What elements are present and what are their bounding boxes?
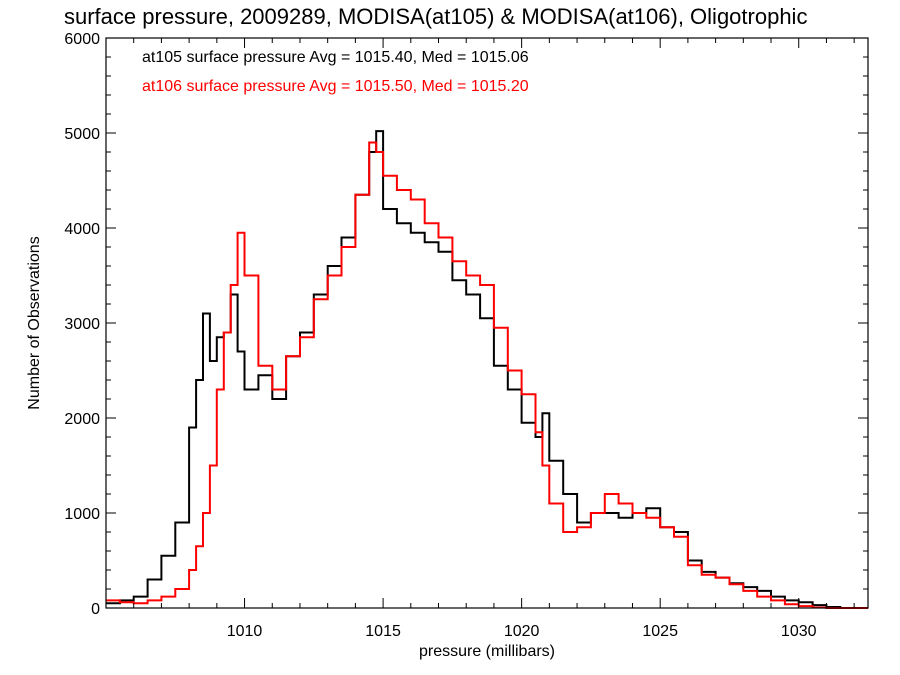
annotation-at106: at106 surface pressure Avg = 1015.50, Me…: [142, 78, 529, 95]
series-line-at106: [106, 141, 868, 609]
y-tick-label: 5000: [64, 126, 100, 143]
x-axis-label: pressure (millibars): [419, 643, 555, 660]
plot-frame: [105, 37, 869, 609]
series-layer: [106, 130, 868, 609]
y-tick-label: 4000: [64, 221, 100, 238]
x-tick-label: 1025: [642, 623, 678, 640]
x-tick-label: 1015: [365, 623, 401, 640]
series-line-at105: [106, 130, 868, 609]
x-tick-label: 1030: [781, 623, 817, 640]
y-axis-label: Number of Observations: [26, 236, 43, 409]
y-tick-label: 1000: [64, 506, 100, 523]
y-tick-label: 6000: [64, 31, 100, 48]
annotation-at105: at105 surface pressure Avg = 1015.40, Me…: [142, 49, 529, 66]
y-tick-label: 2000: [64, 411, 100, 428]
ticks-layer: 1010 1015 1020 1025 1030 0 1000 2000 3000 4000 500…: [64, 31, 868, 640]
y-tick-label: 3000: [64, 316, 100, 333]
y-tick-label: 0: [91, 601, 100, 618]
x-tick-label: 1010: [227, 623, 263, 640]
chart-title: surface pressure, 2009289, MODISA(at105)…: [64, 4, 807, 29]
x-tick-label: 1020: [504, 623, 540, 640]
